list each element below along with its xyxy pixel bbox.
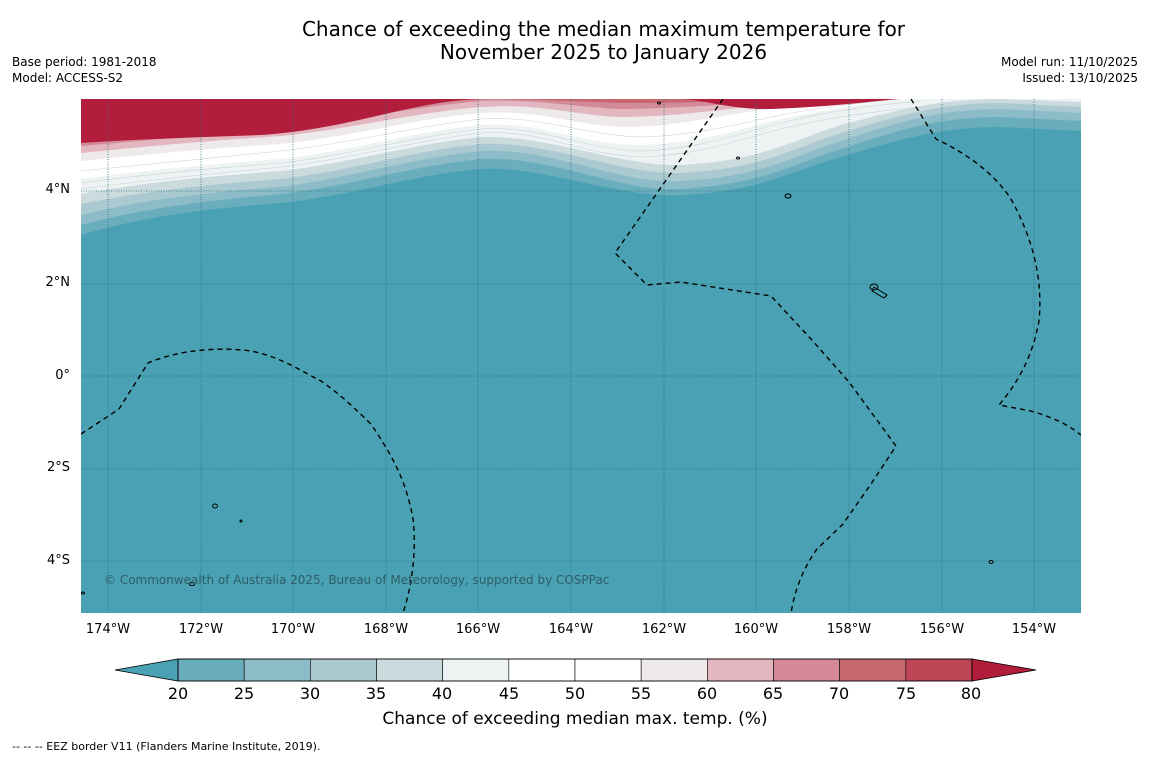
- cb-label-50: 50: [564, 684, 586, 703]
- colorbar-cells: [115, 658, 1036, 682]
- lon-tick-156w: 156°W: [919, 622, 965, 637]
- lat-tick-4n: 4°N: [45, 182, 71, 197]
- colorbar-cell-5: [508, 658, 576, 682]
- colorbar-cell-8: [707, 658, 774, 682]
- meta-left: Base period: 1981-2018 Model: ACCESS-S2: [12, 54, 157, 86]
- cb-label-30: 30: [299, 684, 321, 703]
- island-f: [657, 101, 661, 105]
- title-line-2: November 2025 to January 2026: [439, 40, 768, 64]
- lon-tick-170w: 170°W: [270, 622, 316, 637]
- colorbar-left-extend: [115, 659, 178, 681]
- model-run: Model run: 11/10/2025: [1000, 55, 1138, 69]
- colorbar-cell-1: [243, 658, 311, 682]
- colorbar-cell-3: [376, 658, 443, 682]
- island-h: [81, 591, 85, 595]
- eez-footnote: -- -- -- EEZ border V11 (Flanders Marine…: [12, 740, 321, 753]
- map-canvas: [81, 99, 1081, 613]
- island-d: [988, 560, 994, 564]
- lon-tick-172w: 172°W: [178, 622, 224, 637]
- graticule: [81, 99, 1081, 613]
- title-line-1: Chance of exceeding the median maximum t…: [301, 17, 906, 41]
- cb-label-40: 40: [431, 684, 453, 703]
- colorbar-cell-7: [640, 658, 708, 682]
- colorbar-cell-4: [442, 658, 510, 682]
- colorbar-cell-0: [177, 658, 245, 682]
- issued-date: Issued: 13/10/2025: [1022, 71, 1138, 85]
- lon-tick-162w: 162°W: [641, 622, 687, 637]
- cb-label-65: 65: [762, 684, 784, 703]
- copyright-notice: © Commonwealth of Australia 2025, Bureau…: [104, 573, 610, 587]
- cb-label-35: 35: [365, 684, 387, 703]
- model-name: Model: ACCESS-S2: [12, 71, 124, 85]
- lon-tick-158w: 158°W: [826, 622, 872, 637]
- eez-borders: [81, 99, 1081, 613]
- colorbar-cell-9: [773, 658, 840, 682]
- colorbar-title: Chance of exceeding median max. temp. (%…: [382, 709, 768, 729]
- contour-line-c: [81, 99, 902, 172]
- cb-label-45: 45: [498, 684, 520, 703]
- cb-label-60: 60: [696, 684, 718, 703]
- map-title: Chance of exceeding the median maximum t…: [0, 18, 1150, 64]
- cb-label-25: 25: [233, 684, 255, 703]
- colorbar-cell-10: [839, 658, 907, 682]
- island-a: [784, 193, 792, 199]
- lat-tick-2s: 2°S: [46, 460, 70, 475]
- colorbar-cell-2: [310, 658, 377, 682]
- island-b: [212, 503, 218, 509]
- cb-label-75: 75: [895, 684, 917, 703]
- lon-tick-164w: 164°W: [548, 622, 594, 637]
- cb-label-80: 80: [960, 684, 982, 703]
- cb-label-55: 55: [630, 684, 652, 703]
- contour-band-80-core: [81, 99, 901, 143]
- island-kiribati-atoll: [871, 286, 888, 299]
- colorbar: [114, 658, 1037, 682]
- island-g: [239, 519, 243, 523]
- island-kiribati: [869, 283, 879, 291]
- meta-right: Model run: 11/10/2025 Issued: 13/10/2025: [1001, 54, 1138, 86]
- lon-tick-174w: 174°W: [85, 622, 131, 637]
- lat-tick-2n: 2°N: [45, 275, 71, 290]
- colorbar-cell-11: [905, 658, 973, 682]
- colorbar-cell-6: [574, 658, 642, 682]
- lon-tick-154w: 154°W: [1011, 622, 1057, 637]
- colorbar-frame: [177, 658, 973, 682]
- lat-tick-4s: 4°S: [46, 553, 70, 568]
- colorbar-right-extend: [972, 659, 1036, 681]
- cb-label-70: 70: [828, 684, 850, 703]
- base-period: Base period: 1981-2018: [12, 55, 157, 69]
- lon-tick-168w: 168°W: [363, 622, 409, 637]
- map-panel: [81, 99, 1081, 613]
- island-e: [736, 156, 740, 160]
- lat-tick-0: 0°: [55, 368, 70, 383]
- islands: [81, 101, 994, 595]
- contour-line-b: [81, 104, 942, 190]
- cb-label-20: 20: [167, 684, 189, 703]
- lon-tick-166w: 166°W: [455, 622, 501, 637]
- island-c: [189, 582, 195, 586]
- lon-tick-160w: 160°W: [733, 622, 779, 637]
- contour-line-a: [81, 100, 922, 184]
